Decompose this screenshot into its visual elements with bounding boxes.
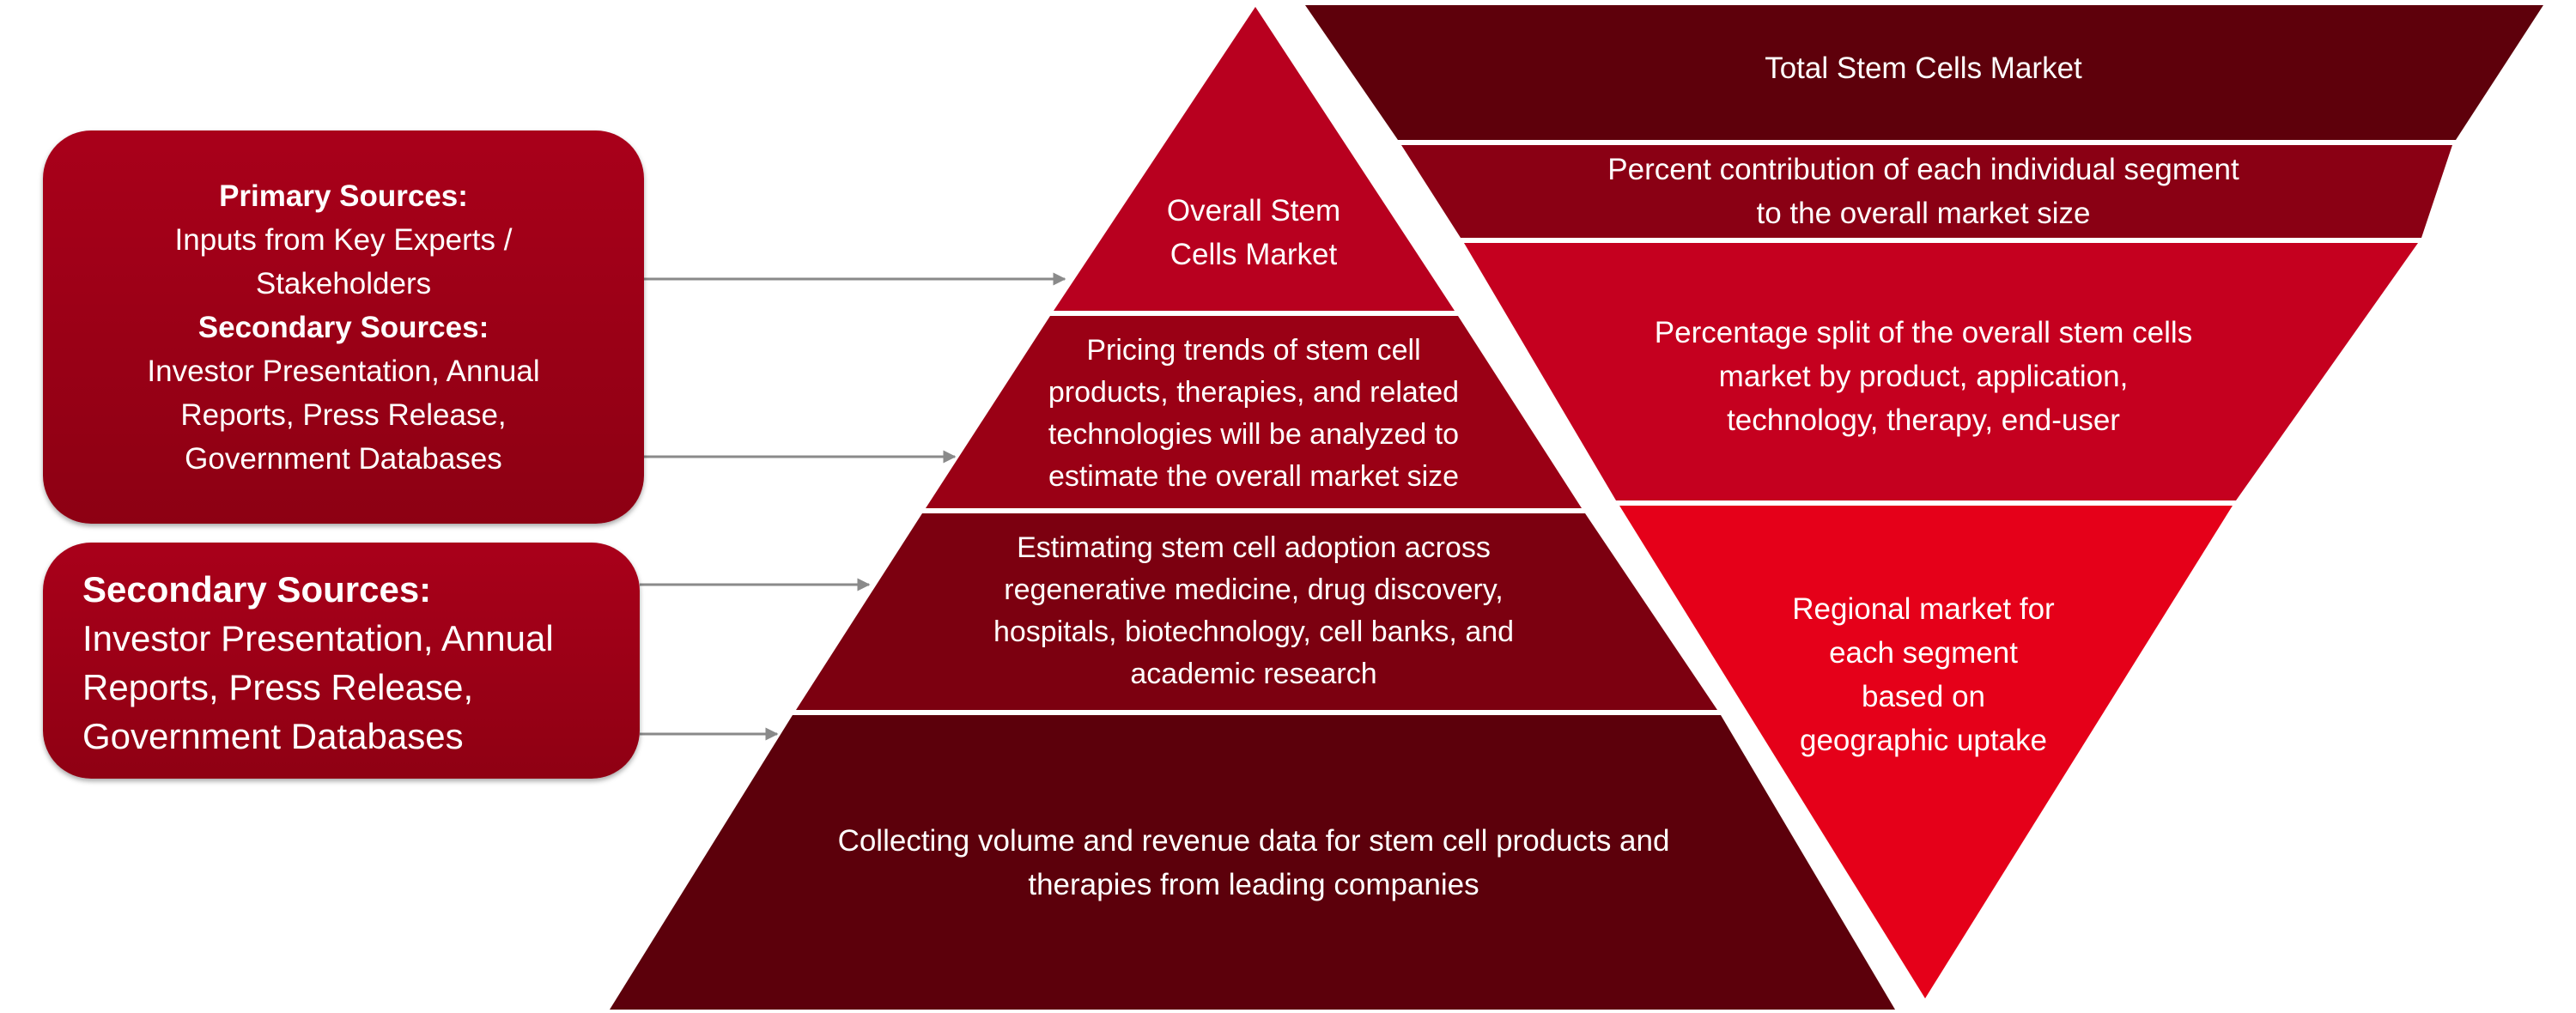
primary-sources-line: Stakeholders — [255, 266, 432, 300]
label-line: based on — [1861, 680, 1986, 713]
funnel-level-1-label: Total Stem Cells Market — [1537, 46, 2310, 90]
primary-sources-box: Primary Sources: Inputs from Key Experts… — [43, 130, 644, 524]
pyramid-level-3-label: Estimating stem cell adoption across reg… — [893, 527, 1614, 695]
pyramid-level-2-label: Pricing trends of stem cell products, th… — [979, 330, 1528, 498]
pyramid-level-3 — [796, 513, 1717, 710]
funnel-level-1 — [1305, 5, 2543, 140]
label-line: academic research — [1130, 658, 1377, 690]
label-line: geographic uptake — [1800, 724, 2047, 757]
secondary-sources-heading: Secondary Sources: — [197, 310, 489, 344]
pyramid-level-4-label: Collecting volume and revenue data for s… — [738, 819, 1769, 907]
funnel-level-2-label: Percent contribution of each individual … — [1528, 148, 2318, 235]
label-line: Pricing trends of stem cell — [1086, 334, 1421, 367]
pyramid-level-1-label: Overall Stem Cells Market — [1108, 189, 1400, 276]
label-line: technologies will be analyzed to — [1048, 418, 1460, 451]
label-line: Total Stem Cells Market — [1765, 52, 2082, 85]
primary-sources-heading: Primary Sources: — [219, 179, 468, 213]
label-line: estimate the overall market size — [1048, 460, 1460, 493]
secondary-sources-line: Government Databases — [82, 716, 464, 756]
funnel-level-3 — [1464, 243, 2418, 500]
label-line: Estimating stem cell adoption across — [1017, 531, 1491, 564]
primary-sources-line: Inputs from Key Experts / — [174, 222, 513, 257]
label-line: Overall Stem — [1166, 194, 1341, 227]
label-line: Collecting volume and revenue data for s… — [837, 824, 1670, 858]
secondary-sources-line: Reports, Press Release, — [82, 667, 474, 707]
label-line: Cells Market — [1170, 238, 1338, 271]
pyramid-level-2 — [926, 316, 1582, 508]
label-line: hospitals, biotechnology, cell banks, an… — [993, 616, 1515, 648]
funnel-level-2 — [1401, 145, 2452, 238]
label-line: market by product, application, — [1718, 360, 2129, 393]
label-line: Regional market for — [1792, 592, 2055, 626]
funnel-level-3-label: Percentage split of the overall stem cel… — [1580, 311, 2267, 442]
label-line: to the overall market size — [1756, 197, 2091, 230]
secondary-sources-heading: Secondary Sources: — [82, 569, 432, 610]
secondary-sources-line: Investor Presentation, Annual — [147, 354, 540, 388]
label-line: Percent contribution of each individual … — [1607, 153, 2239, 186]
label-line: regenerative medicine, drug discovery, — [1004, 573, 1504, 606]
funnel-level-4 — [1619, 506, 2233, 998]
pyramid-level-4 — [610, 715, 1895, 1010]
secondary-sources-line: Government Databases — [185, 441, 502, 476]
secondary-sources-box: Secondary Sources: Investor Presentation… — [43, 543, 640, 779]
funnel-level-4-label: Regional market for each segment based o… — [1717, 587, 2129, 762]
label-line: products, therapies, and related — [1048, 376, 1460, 409]
label-line: therapies from leading companies — [1028, 868, 1479, 901]
label-line: each segment — [1829, 636, 2018, 670]
secondary-sources-line: Reports, Press Release, — [180, 397, 507, 432]
label-line: Percentage split of the overall stem cel… — [1654, 316, 2193, 349]
secondary-sources-line: Investor Presentation, Annual — [82, 618, 554, 658]
pyramid-level-1 — [1054, 7, 1455, 311]
label-line: technology, therapy, end-user — [1727, 403, 2120, 437]
